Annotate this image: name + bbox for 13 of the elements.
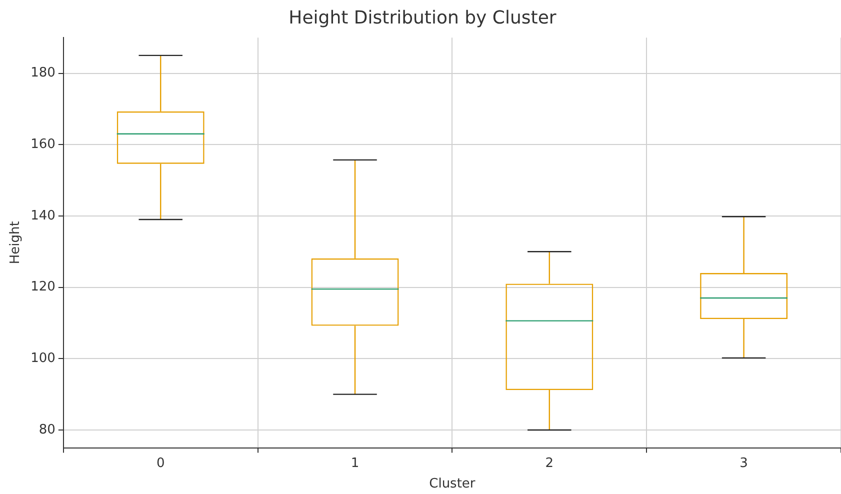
y-tick-label: 100 xyxy=(30,351,56,366)
x-tick-label: 1 xyxy=(350,456,360,471)
y-tick-label: 80 xyxy=(38,422,56,438)
y-tick-label: 140 xyxy=(30,208,56,224)
y-tick-label: 180 xyxy=(30,66,56,81)
x-tick-label: 0 xyxy=(156,456,165,471)
chart-title: Height Distribution by Cluster xyxy=(288,7,557,28)
y-axis-title: Height xyxy=(8,221,24,264)
y-tick-label: 160 xyxy=(30,136,56,152)
x-axis-title: Cluster xyxy=(429,476,476,492)
x-tick-label: 3 xyxy=(740,456,748,471)
y-tick-label: 120 xyxy=(30,280,56,295)
x-tick-label: 2 xyxy=(545,456,554,471)
